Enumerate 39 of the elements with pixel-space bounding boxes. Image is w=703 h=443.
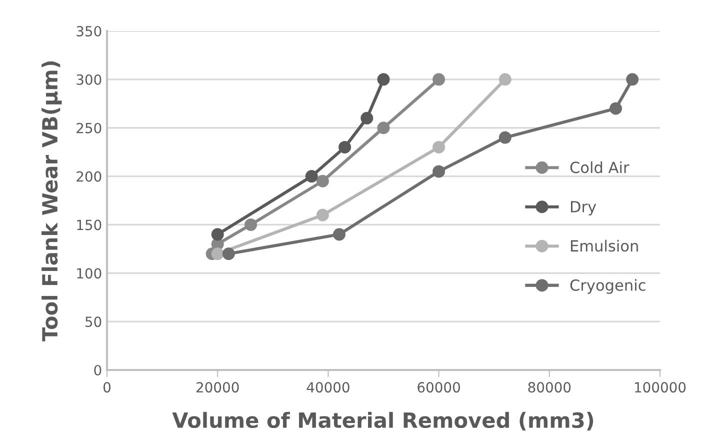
point [222,248,235,260]
y-tick-label: 0 [94,364,102,376]
y-tick-label: 300 [76,74,102,85]
point [316,174,329,188]
x-tick-label: 100000 [635,382,686,393]
legend-label: Emulsion [570,240,638,252]
point [432,73,446,86]
y-tick-label: 350 [76,26,102,36]
point [333,228,346,241]
x-axis-title: Volume of Material Removed (mm3) [172,412,594,430]
point [338,140,352,154]
y-tick-label: 250 [76,122,102,134]
point [498,131,512,144]
legend-label: Dry [570,201,596,216]
point [244,218,258,231]
y-tick-label: 50 [86,316,102,328]
y-tick-label: 200 [76,171,102,182]
point [360,112,374,124]
legend-label: Cold Air [570,161,630,174]
point [498,73,512,86]
point [211,248,224,260]
x-tick-label: 40000 [306,382,350,393]
point [305,170,318,183]
x-tick-label: 80000 [528,382,571,393]
legend-label: Cryogenic [570,279,646,294]
point [316,208,329,222]
x-tick-label: 0 [103,382,110,393]
point [432,165,446,178]
point [377,122,390,134]
point [432,140,446,154]
point [610,102,622,115]
y-tick-label: 100 [77,268,102,279]
point [211,228,224,241]
x-tick-label: 20000 [196,382,239,393]
point [626,73,639,86]
point [377,73,390,86]
y-axis-title: Tool Flank Wear VB(μm) [42,61,62,342]
x-tick-label: 60000 [418,382,460,393]
y-tick-label: 150 [77,220,102,230]
